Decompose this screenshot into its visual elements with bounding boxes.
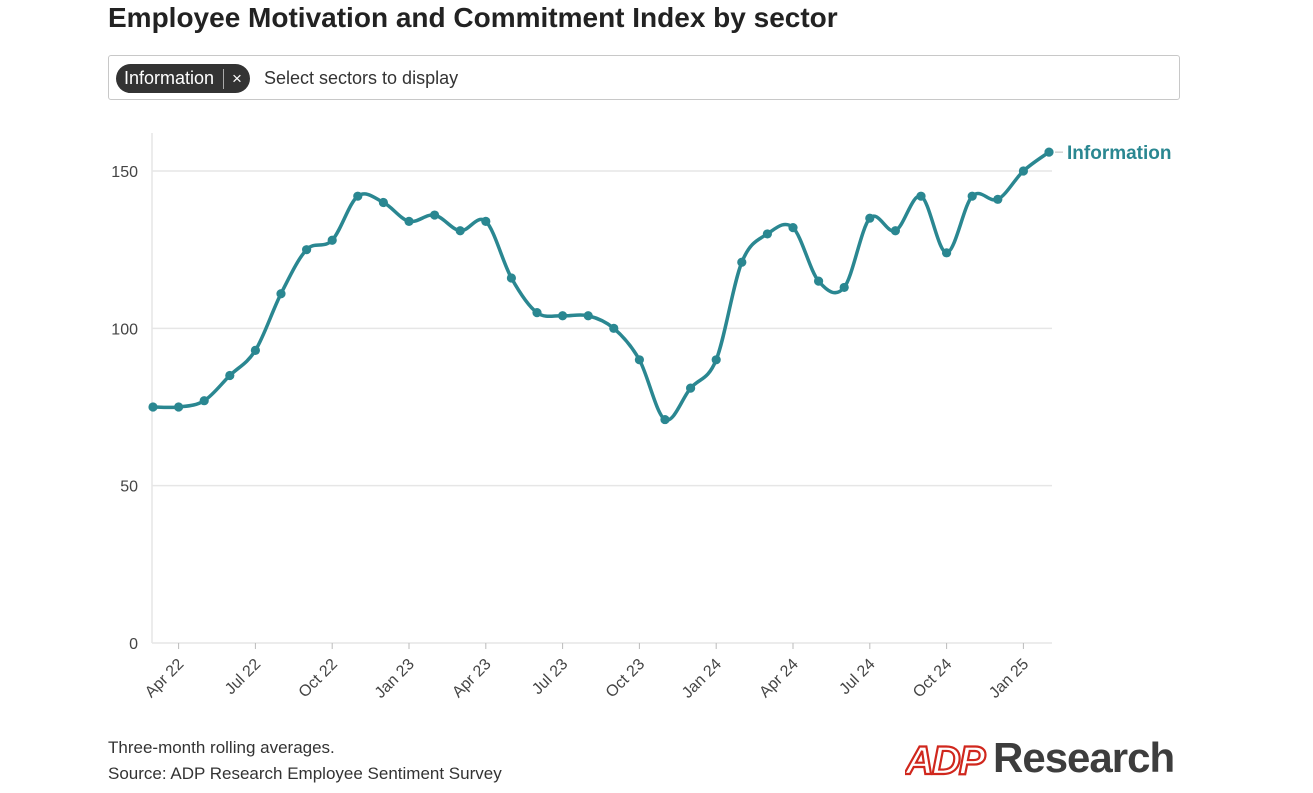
data-point (634, 355, 645, 365)
data-point (942, 248, 952, 258)
footnote: Three-month rolling averages. Source: AD… (108, 735, 502, 787)
data-point (916, 191, 926, 201)
footnote-note: Three-month rolling averages. (108, 738, 335, 757)
sector-search-input[interactable] (259, 64, 864, 93)
data-point (814, 276, 824, 286)
adp-mark-text: ADP (905, 739, 986, 778)
y-tick-label: 150 (111, 164, 138, 181)
logo-research-text: Research (993, 734, 1175, 781)
data-point (276, 289, 286, 299)
data-point (967, 191, 977, 201)
data-point (890, 226, 901, 236)
x-tick-label: Oct 24 (910, 656, 955, 701)
x-axis: Apr 22 Jul 22 Oct 22 Jan 23 Apr 23 Jul 23 Oct … (142, 642, 1052, 702)
data-point (583, 311, 593, 321)
series-line (152, 150, 1051, 422)
x-tick-label: Apr 22 (142, 656, 187, 701)
x-tick-label: Oct 22 (296, 656, 341, 701)
data-point (660, 414, 670, 425)
data-point (532, 308, 542, 318)
data-point (865, 213, 875, 223)
data-point (762, 229, 773, 239)
data-point (609, 323, 619, 333)
x-tick-label: Jan 23 (372, 656, 418, 702)
data-point (993, 194, 1003, 204)
x-tick-label: Oct 23 (603, 656, 648, 701)
data-point (506, 273, 516, 283)
data-point (378, 197, 388, 208)
x-tick-label: Jan 24 (679, 656, 725, 702)
data-point (404, 216, 414, 226)
data-point (148, 402, 158, 412)
adp-logo-icon: ADP (905, 738, 989, 778)
gridlines (152, 170, 1052, 487)
data-point (558, 311, 568, 321)
data-point (1044, 147, 1054, 157)
data-point (686, 383, 696, 393)
data-point (302, 245, 312, 255)
y-axis: 0 50 100 150 (111, 133, 153, 653)
y-tick-label: 50 (120, 479, 138, 496)
y-tick-label: 100 (111, 321, 138, 338)
x-tick-label: Jul 24 (836, 656, 878, 698)
line-chart: 0 50 100 150 Apr 22 Jul 22 Oct 22 Jan 23 Apr 23… (111, 133, 1172, 702)
data-point (481, 216, 491, 226)
selected-sector-chip[interactable]: Information × (116, 64, 250, 93)
chart-title: Employee Motivation and Commitment Index… (108, 2, 838, 33)
adp-research-logo: ADP Research (905, 734, 1175, 781)
footnote-source: Source: ADP Research Employee Sentiment … (108, 764, 502, 783)
x-tick-label: Apr 23 (449, 656, 494, 701)
chip-label: Information (124, 68, 215, 88)
data-point (430, 210, 440, 220)
y-tick-label: 0 (129, 636, 138, 653)
chip-remove-icon[interactable]: × (232, 69, 242, 88)
data-point (737, 257, 747, 267)
data-point (250, 345, 260, 355)
data-point (455, 226, 465, 236)
x-tick-label: Jul 22 (222, 656, 264, 698)
series-layer: Information (148, 143, 1172, 425)
sector-selector[interactable]: Information × (108, 55, 1180, 100)
x-tick-label: Apr 24 (756, 656, 801, 701)
data-point (174, 402, 184, 412)
chip-separator (223, 68, 225, 89)
data-point (1018, 166, 1028, 176)
x-tick-label: Jul 23 (529, 656, 571, 698)
data-point (711, 355, 721, 365)
data-point (839, 282, 849, 293)
series-end-label: Information (1067, 143, 1172, 164)
data-point (353, 191, 363, 201)
x-tick-label: Jan 25 (986, 656, 1032, 702)
data-point (199, 396, 209, 406)
data-point (225, 370, 235, 381)
data-point (788, 223, 798, 233)
data-point (327, 235, 337, 245)
